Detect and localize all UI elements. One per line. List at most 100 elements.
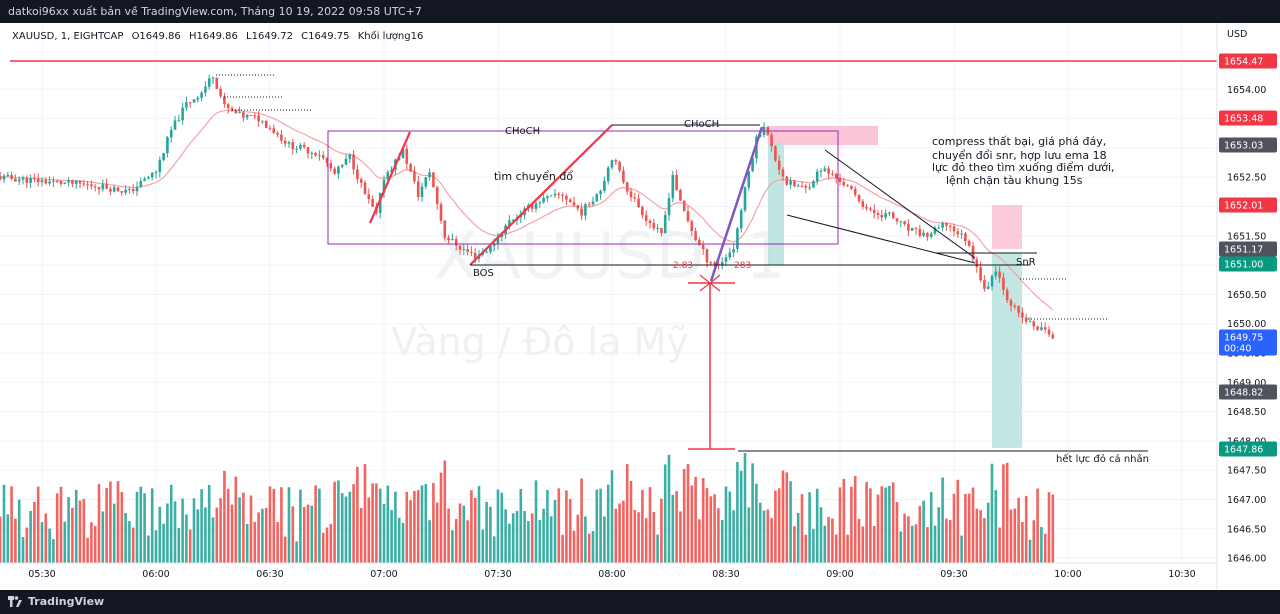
candle-body xyxy=(1005,289,1009,301)
candle-body xyxy=(663,215,667,234)
volume-bar xyxy=(964,493,967,563)
volume-bar xyxy=(565,490,568,563)
volume-bar xyxy=(280,487,283,563)
price-tag xyxy=(1219,441,1277,457)
candle-body xyxy=(310,152,314,154)
measure-cross-2 xyxy=(699,274,721,292)
candle-body xyxy=(1021,312,1024,318)
note-line-4: lệnh chặn tàu khung 15s xyxy=(946,174,1083,187)
volume-bar xyxy=(561,534,564,563)
volume-bar xyxy=(219,498,222,563)
volume-bar xyxy=(789,481,792,563)
volume-bar xyxy=(405,491,409,563)
volume-bar xyxy=(340,493,344,563)
volume-bar xyxy=(470,490,473,563)
candle-body xyxy=(439,204,443,221)
candle-body xyxy=(975,259,979,268)
volume-bar xyxy=(386,485,390,563)
x-tick-label: 08:30 xyxy=(712,569,739,580)
candle-body xyxy=(63,182,67,184)
volume-bar xyxy=(568,499,572,563)
volume-bar xyxy=(644,518,648,563)
candle-body xyxy=(952,226,956,232)
volume-bar xyxy=(25,527,29,563)
candle-body xyxy=(549,195,553,197)
volume-bar xyxy=(888,485,891,563)
volume-bar xyxy=(633,510,637,563)
volume-bar xyxy=(439,472,443,563)
volume-bar xyxy=(200,489,203,563)
candle-body xyxy=(55,180,59,182)
volume-bar xyxy=(705,488,709,563)
candle-body xyxy=(777,160,781,170)
candle-body xyxy=(489,245,492,252)
candle-body xyxy=(352,154,355,170)
volume-bar xyxy=(1024,495,1028,563)
time-axis[interactable]: 05:30 06:00 06:30 07:00 07:30 08:00 08:30 09:00… xyxy=(28,569,1195,580)
volume-bar xyxy=(895,502,899,563)
bos-label: BOS xyxy=(473,268,494,279)
candle-body xyxy=(14,178,17,182)
candle-body xyxy=(6,174,10,176)
candle-body xyxy=(268,127,272,129)
volume-bar xyxy=(576,514,580,563)
ema-line xyxy=(0,109,1054,311)
volume-bar xyxy=(466,520,469,563)
y-tick-label: 1649.00 xyxy=(1227,378,1266,389)
candle-body xyxy=(470,251,473,253)
volume-bar xyxy=(401,522,405,563)
volume-bar xyxy=(842,478,846,563)
candle-body xyxy=(337,166,340,174)
candle-body xyxy=(291,142,295,150)
candle-body xyxy=(325,157,329,164)
price-tag xyxy=(1219,53,1277,69)
volume-bar xyxy=(804,534,808,563)
candle-body xyxy=(17,179,21,182)
volume-bar xyxy=(447,508,450,563)
volume-bar xyxy=(823,525,827,563)
candle-body xyxy=(52,180,55,182)
candle-body xyxy=(701,244,705,250)
volume-bar xyxy=(587,533,591,563)
candle-body xyxy=(413,171,416,182)
volume-bar xyxy=(143,493,146,563)
volume-bar xyxy=(276,522,279,563)
measure-right-label: 283 xyxy=(734,261,751,271)
volume-bar xyxy=(413,491,416,563)
candle-body xyxy=(10,174,13,179)
candle-body xyxy=(299,145,302,149)
candle-body xyxy=(907,224,910,231)
volume-bar xyxy=(63,521,67,563)
volume-bar xyxy=(793,526,796,563)
candle-body xyxy=(804,185,808,188)
candle-body xyxy=(979,267,982,281)
take-profit-zone xyxy=(992,253,1022,448)
volume-bar xyxy=(1051,494,1055,563)
candle-body xyxy=(124,189,127,193)
price-chart[interactable]: XAUUSD, 1 Vàng / Đô la Mỹ XAUUSD, 1, EIG… xyxy=(0,23,1280,590)
candle-body xyxy=(33,178,36,180)
legend-low: L1649.72 xyxy=(246,31,293,42)
candle-body xyxy=(287,142,291,144)
candle-body xyxy=(204,86,207,93)
candle-body xyxy=(177,120,181,122)
volume-bar xyxy=(223,470,226,563)
candle-body xyxy=(891,212,895,219)
volume-bar xyxy=(150,488,154,563)
candle-body xyxy=(508,220,511,226)
candle-body xyxy=(295,148,298,150)
candle-body xyxy=(321,155,325,158)
volume-bar xyxy=(504,509,507,563)
candle-body xyxy=(785,176,789,185)
price-tag xyxy=(1219,329,1277,356)
candle-body xyxy=(865,206,868,209)
candle-body xyxy=(48,181,51,184)
candle-body xyxy=(884,213,887,218)
candle-body xyxy=(538,202,542,204)
volume-bar xyxy=(105,487,108,563)
candle-body xyxy=(82,183,86,185)
volume-bar xyxy=(82,498,86,563)
candle-body xyxy=(356,169,359,180)
volume-bar xyxy=(876,494,880,563)
zones-layer xyxy=(768,126,1022,448)
